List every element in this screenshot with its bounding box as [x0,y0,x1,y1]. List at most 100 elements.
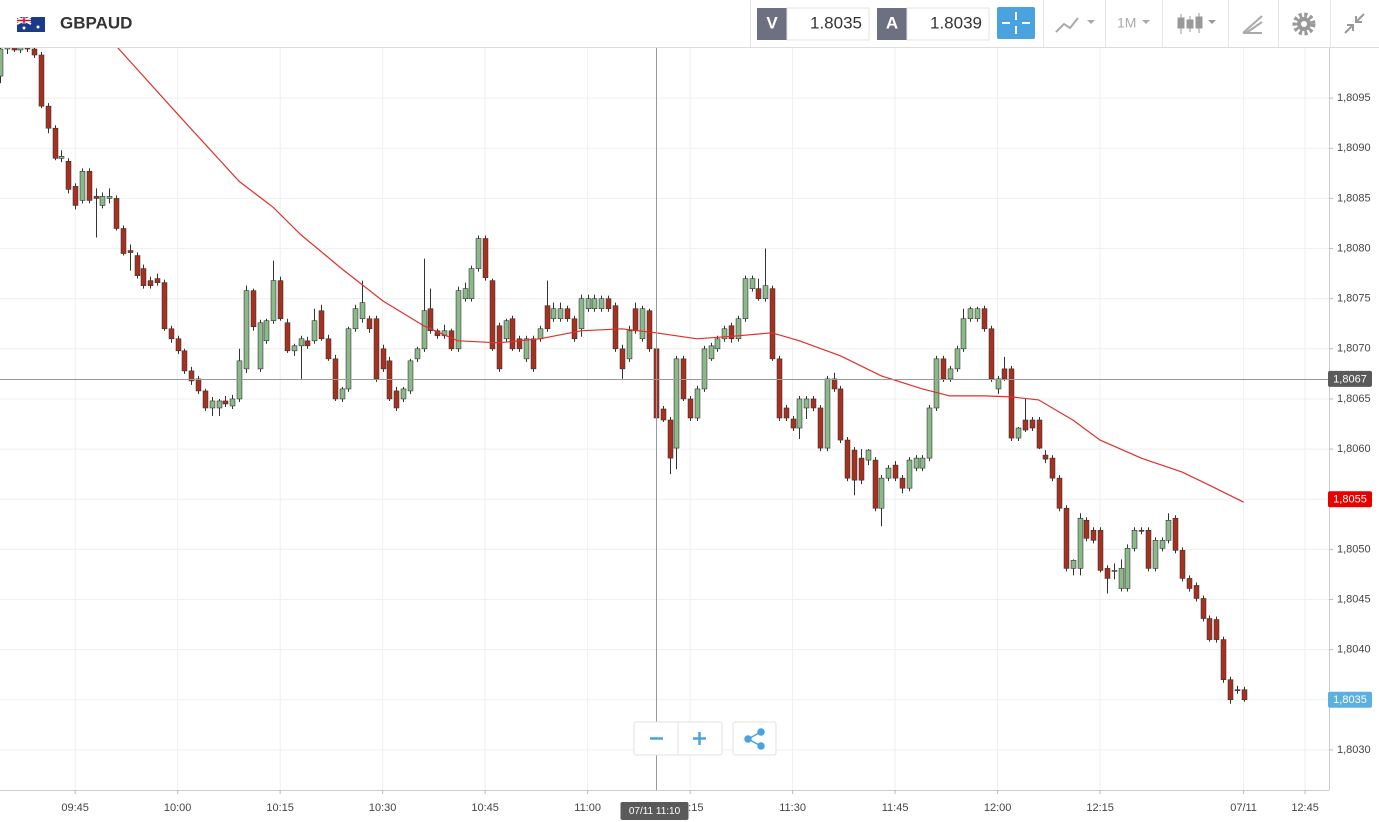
drawing-button[interactable] [1242,15,1263,34]
candle-body [749,278,756,289]
candle-body [755,288,762,299]
candle-body [257,322,264,370]
ask-price: 1.8039 [930,13,982,32]
y-tick-label: 1,8070 [1337,343,1371,355]
candle-body [844,439,851,479]
zoom-in-button[interactable] [693,732,706,745]
candle-body [762,285,769,299]
candle-body [65,161,72,190]
candle-body [1206,618,1213,640]
y-tick-label: 1,8040 [1337,644,1371,656]
time-label: 07/11 11:10 [629,806,681,817]
candle-body [919,457,926,469]
collapse-button[interactable] [1344,13,1365,34]
candle-body [298,338,305,347]
ask-label: A [886,13,898,32]
candle-body [1063,507,1070,569]
candle-body [1111,570,1118,572]
period-caret [1142,20,1150,24]
candle-body [790,418,797,429]
x-tick-label: 12:00 [984,802,1012,814]
candle-body [981,308,988,330]
candle-body [578,298,585,330]
plot-area [0,48,1248,704]
candle-body [913,457,920,469]
candle-body [120,228,127,254]
x-tick-label: 10:15 [266,802,294,814]
candle-body [639,308,646,340]
period-button[interactable]: 1M [1117,15,1136,31]
settings-button[interactable] [1292,12,1316,36]
indicator-button[interactable] [1055,17,1095,33]
candle-body [380,348,387,370]
candle-body [858,457,865,481]
candle-body [626,330,633,360]
toolbar-dividers [1043,0,1331,47]
candle-body [52,127,59,159]
candle-body [667,419,674,459]
candle-body [393,390,400,409]
overlay: 1,8067 1,8055 1,8035 07/11 11:10 [0,48,1372,820]
ask-box[interactable] [906,7,990,41]
candle-body [475,238,482,269]
candle-body [735,318,742,340]
candle-body [947,368,954,380]
candle-body [1104,568,1111,579]
x-tick-label: 10:45 [471,802,499,814]
grid: 1,8030 1,8035 1,8040 1,8045 1,8050 1,8055 1,80… [0,48,1371,814]
candle-body [468,268,475,299]
candle-body [612,305,619,350]
price-label-box [1328,691,1372,708]
candle-body [17,48,24,51]
candle-body [769,288,776,360]
candle-body [1131,529,1138,549]
y-tick-label: 1,8030 [1337,744,1371,756]
price-label-box [1328,370,1372,387]
candle-body [954,348,961,370]
candle-body [161,282,168,330]
crosshair-button[interactable] [997,7,1035,39]
candle-body [530,338,537,370]
candle-body [270,280,277,322]
candle-body [1234,689,1241,692]
candle-body [564,308,571,320]
share-button[interactable] [744,728,765,750]
candle-body [243,290,250,370]
candle-body [1152,540,1159,569]
candle-body [851,449,858,481]
candle-body [1241,689,1248,701]
candle-body [359,302,366,320]
candle-body [591,298,598,310]
candle-body [291,345,298,352]
candle-body [967,308,974,320]
candle-body [462,288,469,299]
x-tick-label: 12:15 [1086,802,1114,814]
bid-price: 1.8035 [810,13,862,32]
candle-body [140,268,147,286]
candle-body [304,340,311,347]
candle-body [632,308,639,332]
candle-body [181,350,188,372]
bid-badge [757,8,787,40]
candle-body [550,308,557,320]
candle-body [892,464,899,479]
candle-body [885,467,892,479]
candle-body [1200,598,1207,619]
y-tick-label: 1,8095 [1337,92,1371,104]
candle-body [680,358,687,400]
chart-type-button[interactable] [1177,13,1216,34]
candle-body [646,310,653,350]
candle-body [1070,560,1077,569]
candle-body [45,105,52,129]
candle-body [1138,529,1145,532]
candle-body [455,290,462,350]
candle-body [708,345,715,360]
candle-body [1145,529,1152,569]
x-tick-label: 11:45 [882,802,909,814]
bid-box[interactable] [786,7,870,41]
candle-body [188,370,195,382]
candle-body [154,278,161,283]
y-tick-label: 1,8080 [1337,242,1371,254]
candle-body [673,358,680,449]
candle-body [147,280,154,286]
